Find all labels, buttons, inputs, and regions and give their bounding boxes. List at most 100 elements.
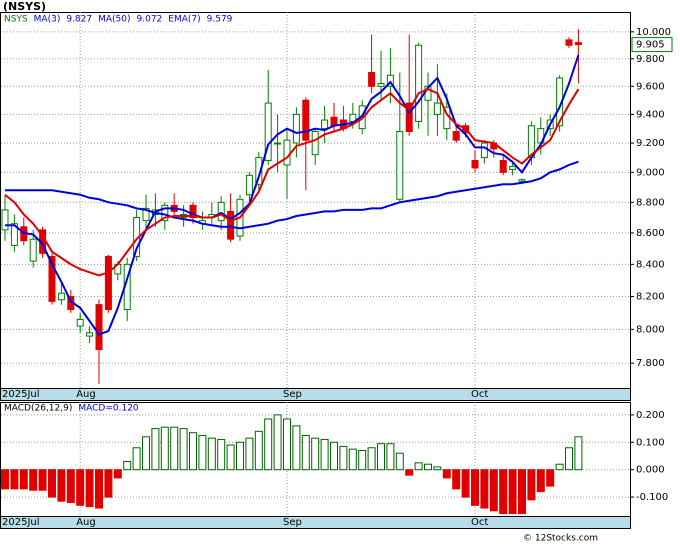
candle-body xyxy=(142,207,150,222)
candle-body xyxy=(302,99,310,141)
legend-text: 9.827 xyxy=(66,15,92,25)
bar xyxy=(546,469,555,487)
y-tick-label: 0.000 xyxy=(636,465,665,476)
bar xyxy=(527,469,536,501)
bar xyxy=(29,469,38,491)
candle-body xyxy=(349,113,357,122)
bar xyxy=(264,418,273,471)
last-price-label: 9.905 xyxy=(636,40,665,51)
bar xyxy=(10,469,19,490)
candle-body xyxy=(499,160,507,173)
candle-body xyxy=(255,157,263,185)
candle-body xyxy=(57,292,65,301)
candle-body xyxy=(452,130,460,141)
bar xyxy=(499,469,508,515)
candle-body xyxy=(227,210,235,240)
candle-body xyxy=(509,165,517,170)
candle-body xyxy=(574,42,582,46)
x-tick-label: Oct xyxy=(471,517,488,528)
y-tick-label: 9.200 xyxy=(636,138,665,149)
candle-body xyxy=(29,238,37,262)
candle-body xyxy=(311,130,319,156)
line-series xyxy=(4,87,580,277)
bar xyxy=(142,436,150,471)
bar xyxy=(123,460,132,471)
candle-body xyxy=(415,44,423,122)
bar xyxy=(76,469,85,506)
bar xyxy=(292,425,301,471)
bar xyxy=(245,437,254,471)
candle-body xyxy=(189,204,197,219)
bar xyxy=(132,447,141,471)
bar xyxy=(113,469,122,479)
bar xyxy=(330,441,338,471)
bar xyxy=(565,447,573,471)
bar xyxy=(85,469,94,508)
legend-text: NSYS xyxy=(4,15,28,25)
bar xyxy=(405,469,414,476)
bar xyxy=(1,469,9,490)
y-tick-label: 9.000 xyxy=(636,167,665,178)
bar xyxy=(38,469,47,491)
bar xyxy=(273,414,282,471)
y-tick-label: 8.800 xyxy=(636,197,665,208)
bar xyxy=(198,434,207,471)
bar xyxy=(254,430,263,471)
candle-body xyxy=(76,318,84,327)
bar xyxy=(480,469,489,509)
legend-text: EMA(7) xyxy=(168,15,200,25)
y-tick-label: 8.000 xyxy=(636,324,665,335)
chart-title: (NSYS) xyxy=(3,0,46,13)
bar xyxy=(66,469,75,504)
candle-body xyxy=(518,179,526,182)
panel-current: MACD=0.120 xyxy=(78,404,139,414)
y-tick-label: 9.800 xyxy=(636,54,665,65)
bar xyxy=(48,469,56,498)
bar xyxy=(424,463,432,471)
bar xyxy=(433,466,442,471)
line-series xyxy=(5,54,580,336)
candle-body xyxy=(104,255,112,311)
bar xyxy=(508,469,517,515)
date-strip xyxy=(0,516,631,529)
candle-body xyxy=(433,102,441,115)
candle-body xyxy=(245,174,253,196)
bar xyxy=(461,469,470,498)
bar xyxy=(471,469,479,506)
candle-body xyxy=(10,223,18,246)
y-tick-label: 9.400 xyxy=(636,109,665,120)
y-tick-label: -0.100 xyxy=(636,492,668,503)
bar xyxy=(57,469,66,502)
candle-body xyxy=(480,142,488,159)
y-tick-label: 7.800 xyxy=(636,358,665,369)
x-tick-label: Sep xyxy=(283,517,302,528)
bar xyxy=(170,426,179,471)
bar xyxy=(377,443,385,471)
bar xyxy=(358,450,367,471)
bar xyxy=(518,469,526,515)
candle-body xyxy=(471,160,479,169)
x-tick-label: Oct xyxy=(471,389,488,400)
y-tick-label: 8.600 xyxy=(636,228,665,239)
bar xyxy=(367,447,376,471)
candle-body xyxy=(48,255,56,302)
candle-body xyxy=(95,304,103,351)
candle-body xyxy=(292,113,300,144)
last-price-box xyxy=(631,37,673,53)
candle-body xyxy=(86,332,94,337)
legend-text: 9.579 xyxy=(207,15,233,25)
bar xyxy=(189,432,197,471)
bar xyxy=(395,452,404,471)
bar xyxy=(301,434,310,471)
bar xyxy=(320,439,329,471)
bar xyxy=(311,437,320,471)
legend-text: MA(3) xyxy=(34,15,61,25)
legend-text: MA(50) xyxy=(98,15,130,25)
bar xyxy=(555,463,564,471)
bar xyxy=(226,444,235,471)
footer: © 12Stocks.com xyxy=(523,534,598,544)
x-tick-label: Sep xyxy=(283,389,302,400)
legend: NSYS MA(3) 9.827 MA(50) 9.072 EMA(7) 9.579 xyxy=(4,15,233,25)
candle-body xyxy=(283,139,291,166)
